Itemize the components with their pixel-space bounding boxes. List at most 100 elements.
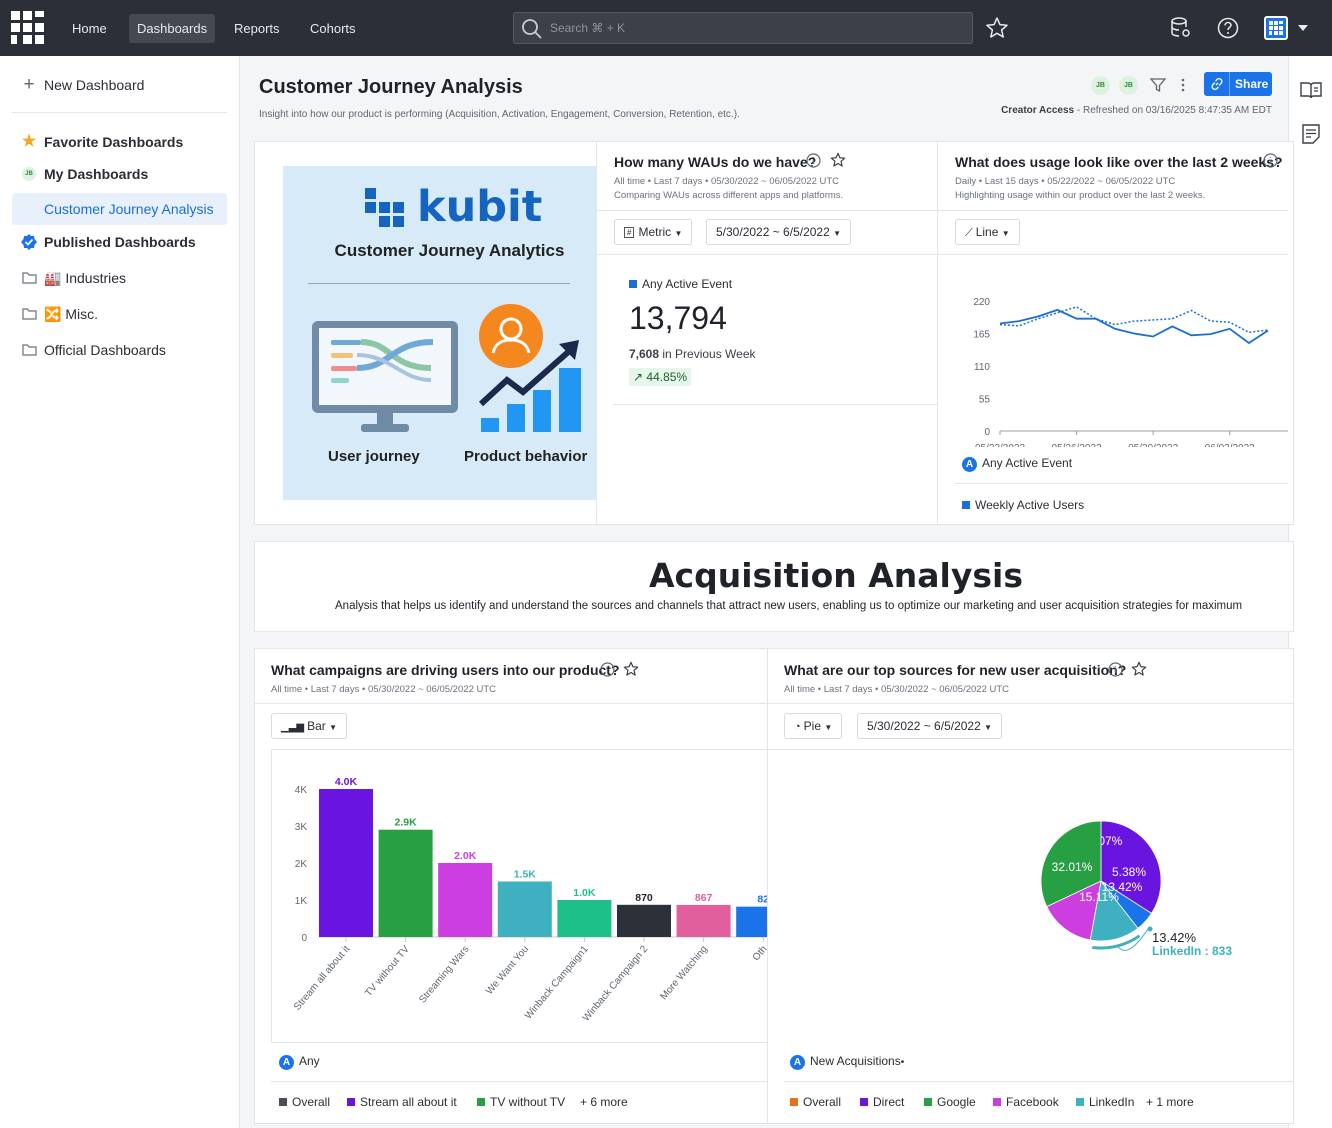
caret-down-icon: ▼ (984, 723, 993, 732)
notes-icon[interactable] (1302, 124, 1320, 144)
nav-reports[interactable]: Reports (234, 21, 280, 36)
legend-more[interactable]: + 1 more (1146, 1095, 1194, 1109)
sidebar-item-favorite-dashboards[interactable]: ★ Favorite Dashboards (12, 126, 227, 158)
legend-item[interactable]: Weekly Active Users (962, 498, 1084, 512)
card-divider (784, 1081, 1293, 1082)
nav-cohorts[interactable]: Cohorts (310, 21, 356, 36)
bar-value-label: 870 (635, 892, 653, 904)
info-icon[interactable] (600, 662, 615, 677)
access-level: Creator Access (1001, 105, 1075, 116)
viz-type-dropdown[interactable]: ◔ Pie ▼ (784, 713, 843, 739)
event-label-text: Any Active Event (982, 456, 1073, 470)
pie-slice-label: 15.11% (1079, 890, 1119, 904)
series-line-comparison (999, 306, 1269, 334)
viz-type-dropdown[interactable]: # Metric ▼ (614, 219, 693, 245)
sidebar-item-customer-journey-analysis[interactable]: Customer Journey Analysis (12, 193, 227, 225)
y-tick-label: 165 (973, 330, 990, 341)
user-avatar-icon (479, 304, 543, 368)
search-input[interactable]: Search ⌘ + K (513, 12, 973, 44)
bar (736, 906, 767, 937)
viz-type-dropdown[interactable]: ⟋ Line ▼ (955, 219, 1020, 245)
legend-item[interactable]: Google (924, 1095, 976, 1109)
more-vertical-icon[interactable] (1180, 77, 1186, 93)
legend-swatch (924, 1098, 932, 1106)
new-dashboard-label: New Dashboard (44, 77, 145, 93)
share-label: Share (1229, 72, 1268, 96)
sidebar-folder-industries[interactable]: 🏭 Industries (12, 262, 227, 294)
star-filled-icon: ★ (21, 133, 37, 150)
card-title: How many WAUs do we have? (614, 154, 817, 170)
bar-value-label: 2.0K (454, 850, 477, 862)
avatar[interactable]: JB (1091, 76, 1110, 95)
campaigns-bar-chart: 0 1K 2K 3K 4K 4.0K Stream all about it 2.9K TV w… (292, 776, 767, 1024)
info-icon[interactable] (1263, 153, 1278, 168)
help-icon[interactable] (1216, 16, 1240, 40)
brand-logo-icon (365, 188, 404, 227)
top-navigation-bar: Home Dashboards Reports Cohorts Search ⌘… (0, 0, 1332, 56)
info-icon[interactable] (806, 153, 821, 168)
legend-item[interactable]: Overall (279, 1095, 330, 1109)
legend-item[interactable]: Overall (790, 1095, 841, 1109)
app-logo-icon[interactable] (11, 11, 44, 44)
filter-icon[interactable] (1150, 77, 1166, 93)
legend-more[interactable]: + 6 more (580, 1095, 628, 1109)
legend-swatch (279, 1098, 287, 1106)
previous-label: in Previous Week (659, 347, 756, 361)
legend-item[interactable]: Facebook (993, 1095, 1059, 1109)
bar (676, 904, 731, 937)
viz-type-dropdown[interactable]: ▁▃▆ Bar ▼ (271, 713, 348, 739)
card-title: What campaigns are driving users into ou… (271, 662, 620, 678)
legend-item[interactable]: TV without TV (477, 1095, 565, 1109)
event-badge-icon: A (962, 457, 977, 472)
sidebar-item-published-dashboards[interactable]: Published Dashboards (12, 226, 227, 258)
workspace-switcher-button[interactable] (1264, 16, 1288, 40)
previous-week-comparison: 7,608 in Previous Week (629, 347, 756, 361)
search-placeholder: Search ⌘ + K (550, 21, 626, 35)
star-icon[interactable] (985, 16, 1009, 40)
event-label: Any Active Event (629, 277, 732, 291)
database-settings-icon[interactable] (1169, 16, 1193, 40)
star-icon[interactable] (1131, 661, 1147, 677)
legend-item[interactable]: LinkedIn (1076, 1095, 1134, 1109)
pie-slice-label: 32.01% (1052, 860, 1093, 874)
legend-item[interactable]: Direct (860, 1095, 904, 1109)
bar-value-label: 1.0K (573, 887, 596, 899)
new-dashboard-button[interactable]: + New Dashboard (12, 69, 227, 101)
bar-chart-icon: ▁▃▆ (281, 722, 305, 733)
book-open-icon[interactable] (1300, 80, 1322, 100)
sidebar-item-label: Customer Journey Analysis (44, 201, 214, 217)
y-tick-label: 1K (295, 896, 308, 907)
y-tick-label: 0 (984, 427, 990, 438)
x-tick-label: 05/22/2022 (975, 443, 1025, 447)
hero-caption: Customer Journey Analytics (334, 241, 565, 260)
date-range-dropdown[interactable]: 5/30/2022 ~ 6/5/2022 ▼ (706, 219, 852, 245)
x-tick-label: 05/30/2022 (1128, 443, 1178, 447)
legend-swatch (477, 1098, 485, 1106)
avatar[interactable]: JB (1119, 76, 1138, 95)
growth-chart-icon (478, 340, 581, 432)
share-button[interactable]: Share (1204, 72, 1272, 96)
sidebar-divider (12, 112, 227, 113)
info-icon[interactable] (1108, 662, 1123, 677)
arrow-up-right-icon: ↗ (633, 370, 644, 384)
legend-label: Weekly Active Users (975, 498, 1085, 512)
metric-icon: # (624, 227, 635, 238)
date-range-dropdown[interactable]: 5/30/2022 ~ 6/5/2022 ▼ (857, 713, 1003, 739)
chevron-down-icon[interactable] (1298, 24, 1308, 32)
star-icon[interactable] (623, 661, 639, 677)
sidebar-folder-misc[interactable]: 🔀 Misc. (12, 298, 227, 330)
event-badge-icon: A (790, 1055, 805, 1070)
card-divider (597, 210, 938, 211)
pie-callout-label: LinkedIn : 833 (1152, 944, 1233, 958)
nav-dashboards[interactable]: Dashboards (129, 14, 216, 43)
bar (319, 789, 373, 937)
sidebar-item-my-dashboards[interactable]: JB My Dashboards (12, 158, 227, 190)
sidebar-item-label: My Dashboards (44, 166, 149, 182)
legend-swatch (860, 1098, 868, 1106)
nav-home[interactable]: Home (72, 21, 107, 36)
sidebar-folder-official-dashboards[interactable]: Official Dashboards (12, 334, 227, 366)
caret-down-icon: ▼ (833, 229, 842, 238)
star-icon[interactable] (830, 152, 846, 168)
legend-item[interactable]: Stream all about it (347, 1095, 457, 1109)
event-label: A Any (279, 1054, 320, 1070)
